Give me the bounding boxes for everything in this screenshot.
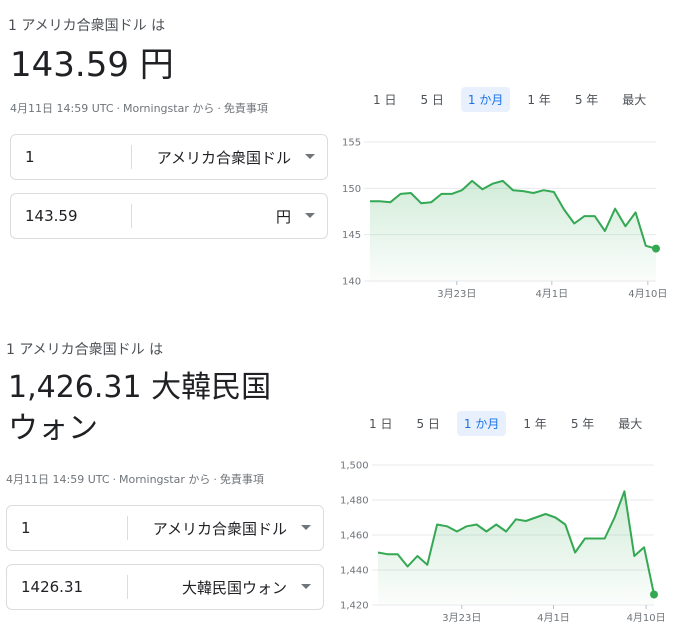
chevron-down-icon[interactable]	[301, 584, 311, 589]
y-tick-label: 1,480	[340, 496, 369, 507]
from-currency-select[interactable]: アメリカ合衆国ドル	[152, 519, 287, 538]
field-divider	[131, 204, 132, 228]
x-tick-label: 3月23日	[437, 288, 476, 300]
x-tick-label: 4月10日	[628, 288, 667, 300]
rate-meta: 4月11日 14:59 UTC · Morningstar から · 免責事項	[6, 473, 264, 486]
y-tick-label: 150	[342, 184, 361, 195]
to-amount-input[interactable]: 1426.31	[21, 578, 84, 596]
y-tick-label: 145	[342, 230, 361, 241]
area-fill	[370, 180, 656, 281]
y-tick-label: 1,460	[340, 531, 369, 542]
x-tick-label: 4月1日	[537, 612, 570, 624]
y-tick-label: 1,500	[340, 461, 369, 472]
to-currency-select[interactable]: 大韓民国ウォン	[181, 578, 287, 597]
x-tick-label: 4月1日	[535, 288, 568, 300]
to-currency-select[interactable]: 円	[275, 207, 291, 226]
disclaimer-link[interactable]: 免責事項	[219, 473, 264, 486]
chevron-down-icon[interactable]	[305, 154, 315, 159]
tab-max[interactable]: 最大	[618, 417, 643, 431]
to-amount-input[interactable]: 143.59	[25, 207, 78, 225]
y-tick-label: 1,420	[340, 601, 369, 612]
tab-5d[interactable]: 5 日	[420, 93, 444, 107]
conversion-subtitle: 1 アメリカ合衆国ドル は	[6, 342, 164, 358]
from-amount-input[interactable]: 1	[25, 148, 35, 166]
tab-1m[interactable]: 1 か月	[460, 87, 511, 112]
tab-1y[interactable]: 1 年	[527, 93, 551, 107]
y-tick-label: 140	[342, 277, 361, 288]
tab-5y[interactable]: 5 年	[570, 417, 595, 431]
from-amount-input[interactable]: 1	[21, 519, 31, 537]
field-divider	[127, 575, 128, 599]
conversion-result: 1,426.31 大韓民国 ウォン	[8, 367, 271, 449]
exchange-rate-chart: 1,500 1,480 1,460 1,440 1,420 3月23日 4月1日 4月10日	[340, 461, 666, 625]
area-fill	[378, 491, 654, 605]
x-tick-label: 4月10日	[627, 612, 666, 624]
source-label: Morningstar から	[119, 473, 211, 486]
range-tabs: 1 日 5 日 1 か月 1 年 5 年 最大	[366, 87, 663, 112]
source-label: Morningstar から	[123, 102, 215, 115]
field-divider	[127, 516, 128, 540]
tab-max[interactable]: 最大	[622, 93, 647, 107]
timestamp: 4月11日 14:59 UTC	[6, 473, 110, 486]
chevron-down-icon[interactable]	[301, 525, 311, 530]
y-tick-label: 155	[342, 138, 361, 149]
to-currency-field[interactable]: 1426.31 大韓民国ウォン	[6, 564, 324, 610]
tab-5y[interactable]: 5 年	[574, 93, 599, 107]
conversion-result-line2: ウォン	[8, 411, 98, 446]
exchange-rate-chart: 155 150 145 140 3月23日 4月1日 4月10日	[342, 138, 667, 301]
disclaimer-link[interactable]: 免責事項	[223, 102, 268, 115]
rate-meta: 4月11日 14:59 UTC · Morningstar から · 免責事項	[10, 102, 268, 115]
x-tick-label: 3月23日	[442, 612, 481, 624]
timestamp: 4月11日 14:59 UTC	[10, 102, 114, 115]
chevron-down-icon[interactable]	[305, 213, 315, 218]
last-point-marker	[652, 244, 660, 253]
from-currency-field[interactable]: 1 アメリカ合衆国ドル	[10, 134, 328, 180]
tab-1y[interactable]: 1 年	[523, 417, 547, 431]
tab-1d[interactable]: 1 日	[369, 417, 393, 431]
conversion-result-line1: 1,426.31 大韓民国	[8, 370, 272, 405]
from-currency-select[interactable]: アメリカ合衆国ドル	[156, 148, 291, 167]
conversion-subtitle: 1 アメリカ合衆国ドル は	[8, 18, 166, 34]
from-currency-field[interactable]: 1 アメリカ合衆国ドル	[6, 505, 324, 551]
field-divider	[131, 145, 132, 169]
tab-1d[interactable]: 1 日	[373, 93, 397, 107]
tab-1m[interactable]: 1 か月	[456, 411, 507, 436]
last-point-marker	[650, 590, 658, 599]
series-line	[377, 490, 655, 595]
range-tabs: 1 日 5 日 1 か月 1 年 5 年 最大	[362, 411, 659, 436]
currency-converter-jpy: 1 アメリカ合衆国ドル は 143.59 円 4月11日 14:59 UTC · M…	[0, 0, 677, 315]
to-currency-field[interactable]: 143.59 円	[10, 193, 328, 239]
currency-converter-krw: 1 アメリカ合衆国ドル は 1,426.31 大韓民国 ウォン 4月11日 14…	[0, 325, 677, 638]
conversion-result: 143.59 円	[10, 45, 174, 85]
series-line	[370, 179, 657, 250]
tab-5d[interactable]: 5 日	[416, 417, 440, 431]
y-tick-label: 1,440	[340, 566, 369, 577]
